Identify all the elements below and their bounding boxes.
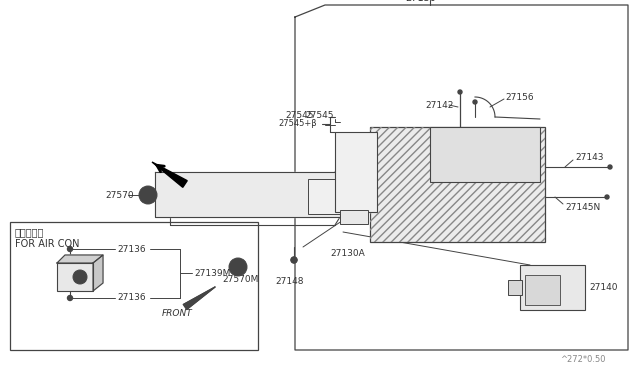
Circle shape bbox=[458, 90, 462, 94]
Circle shape bbox=[73, 270, 87, 284]
Bar bbox=[520, 265, 585, 310]
Text: エアコン用: エアコン用 bbox=[15, 227, 44, 237]
Bar bbox=[370, 127, 545, 242]
Text: 27136: 27136 bbox=[117, 244, 146, 253]
Bar bbox=[57, 263, 93, 291]
Text: ^272*0.50: ^272*0.50 bbox=[560, 356, 605, 365]
Text: 27136: 27136 bbox=[117, 294, 146, 302]
Circle shape bbox=[229, 258, 247, 276]
Bar bbox=[430, 127, 540, 182]
Circle shape bbox=[608, 165, 612, 169]
Polygon shape bbox=[295, 5, 628, 350]
Bar bbox=[370, 127, 545, 242]
Text: 27142: 27142 bbox=[425, 100, 453, 109]
Circle shape bbox=[605, 195, 609, 199]
Circle shape bbox=[234, 263, 242, 271]
Text: 27545+β: 27545+β bbox=[278, 119, 317, 128]
Text: 27148: 27148 bbox=[275, 278, 303, 286]
Circle shape bbox=[146, 193, 150, 197]
Bar bbox=[335, 132, 377, 212]
Circle shape bbox=[67, 295, 72, 301]
Circle shape bbox=[67, 247, 72, 251]
Bar bbox=[340, 210, 368, 224]
Text: 27130A: 27130A bbox=[330, 250, 365, 259]
Polygon shape bbox=[93, 255, 103, 291]
Text: 27156: 27156 bbox=[505, 93, 534, 102]
Polygon shape bbox=[155, 172, 340, 217]
Text: 27130: 27130 bbox=[405, 0, 436, 3]
Polygon shape bbox=[57, 255, 103, 263]
Circle shape bbox=[473, 100, 477, 104]
Text: 27570M: 27570M bbox=[222, 276, 259, 285]
Text: FOR AIR CON: FOR AIR CON bbox=[15, 239, 79, 249]
Bar bbox=[10, 222, 258, 350]
Bar bbox=[308, 179, 360, 214]
Text: 27545: 27545 bbox=[285, 110, 314, 119]
Text: 27139M: 27139M bbox=[194, 269, 230, 278]
Text: 27570: 27570 bbox=[105, 190, 134, 199]
Text: 27555: 27555 bbox=[299, 176, 328, 185]
Circle shape bbox=[139, 186, 157, 204]
Circle shape bbox=[291, 257, 297, 263]
Polygon shape bbox=[152, 162, 188, 187]
Circle shape bbox=[143, 190, 153, 200]
Text: 27140: 27140 bbox=[589, 283, 618, 292]
Text: 27143: 27143 bbox=[575, 153, 604, 161]
Circle shape bbox=[77, 274, 83, 280]
Circle shape bbox=[291, 257, 297, 263]
Text: 27545: 27545 bbox=[305, 110, 333, 119]
Text: FRONT: FRONT bbox=[162, 310, 193, 318]
Polygon shape bbox=[183, 287, 215, 310]
Text: 27145N: 27145N bbox=[565, 202, 600, 212]
Bar bbox=[525, 275, 560, 305]
Bar bbox=[508, 280, 522, 295]
